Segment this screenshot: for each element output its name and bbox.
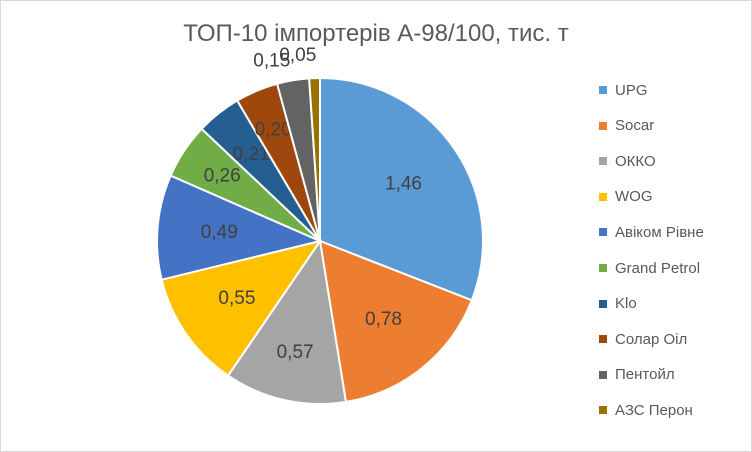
- legend-swatch: [599, 264, 607, 272]
- legend-item-klo: Klo: [599, 294, 637, 314]
- legend-swatch: [599, 370, 607, 379]
- pie-slice-окко: [226, 238, 348, 405]
- legend-label: WOG: [615, 188, 653, 206]
- legend-item-grand-petrol: Grand Petrol: [599, 258, 700, 278]
- pie-slice-авіком-рівне: [156, 174, 324, 281]
- pie-slice-wog: [160, 239, 323, 378]
- legend-item-wog: WOG: [599, 187, 653, 207]
- data-label-азс-перон: 0,05: [279, 45, 316, 66]
- legend-swatch: [599, 86, 607, 94]
- data-label-окко: 0,57: [277, 342, 314, 363]
- legend-swatch: [599, 192, 607, 201]
- pie-slice-socar: [318, 239, 474, 404]
- data-label-пентойл: 0,15: [253, 51, 290, 72]
- legend-item-солар-оіл: Солар Оіл: [599, 329, 687, 349]
- pie-slice-upg: [319, 76, 484, 302]
- legend-item-азс-перон: АЗС Перон: [599, 400, 693, 420]
- data-label-upg: 1,46: [385, 174, 422, 195]
- legend-label: UPG: [615, 81, 648, 99]
- chart-title: ТОП-10 імпортерів А-98/100, тис. т: [183, 20, 569, 47]
- data-label-grand-petrol: 0,26: [204, 166, 241, 187]
- legend-swatch: [599, 157, 607, 166]
- legend-label: Grand Petrol: [615, 259, 701, 277]
- legend-item-upg: UPG: [599, 80, 648, 100]
- legend-swatch: [599, 299, 607, 308]
- data-label-wog: 0,55: [218, 288, 255, 309]
- pie-slice-азс-перон: [308, 76, 321, 242]
- legend-swatch: [599, 228, 607, 237]
- legend-swatch: [599, 121, 607, 130]
- legend-label: Klo: [615, 295, 637, 313]
- data-label-socar: 0,78: [365, 309, 402, 330]
- legend-item-авіком-рівне: Авіком Рівне: [599, 222, 704, 242]
- legend-item-socar: Socar: [599, 116, 654, 136]
- legend-label: АЗС Перон: [615, 401, 693, 419]
- legend-swatch: [599, 406, 607, 415]
- legend-item-пентойл: Пентойл: [599, 365, 675, 385]
- legend-label: ОККО: [615, 152, 656, 170]
- legend-label: Солар Оіл: [615, 330, 688, 348]
- legend-label: Пентойл: [615, 366, 675, 384]
- legend-label: Socar: [615, 117, 655, 135]
- legend-item-окко: ОККО: [599, 151, 656, 171]
- data-label-авіком-рівне: 0,49: [201, 222, 238, 243]
- legend-label: Авіком Рівне: [615, 223, 704, 241]
- data-label-солар-оіл: 0,20: [255, 119, 292, 140]
- legend-swatch: [599, 335, 607, 344]
- data-label-klo: 0,21: [233, 144, 270, 165]
